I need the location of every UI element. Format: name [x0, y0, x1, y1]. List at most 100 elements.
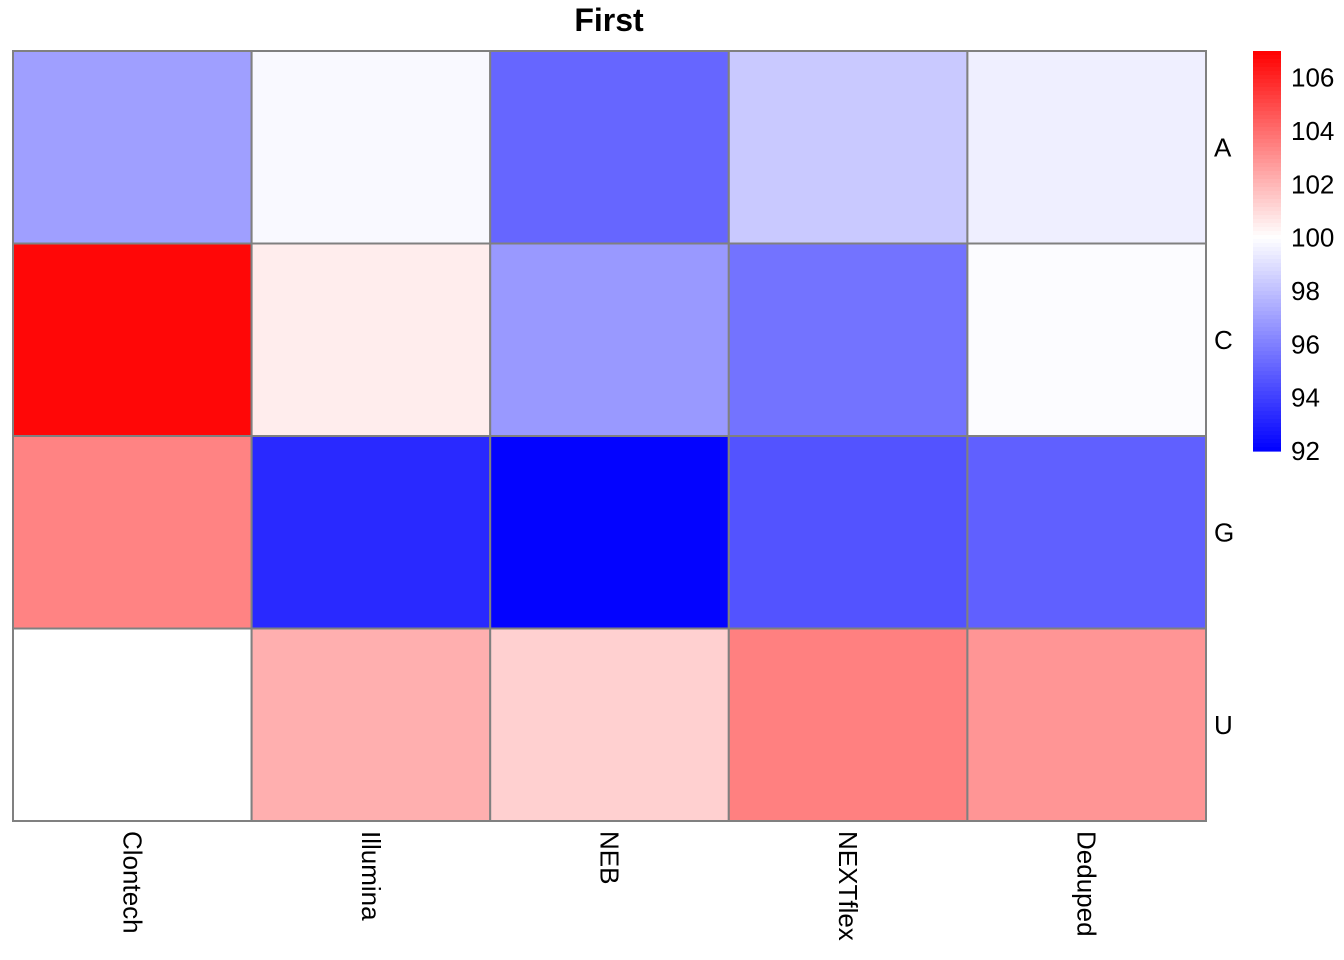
heatmap-cell-C-Deduped	[966, 242, 1208, 437]
column-label-illumina: Illumina	[356, 831, 386, 921]
legend-gradient-step	[1253, 255, 1281, 260]
legend-gradient-step	[1253, 371, 1281, 376]
legend-gradient-step	[1253, 423, 1281, 428]
legend-gradient-step	[1253, 267, 1281, 272]
heatmap-cell-U-Illumina	[250, 627, 492, 822]
legend-gradient-step	[1253, 243, 1281, 248]
heatmap-cell-G-Illumina	[250, 435, 492, 630]
heatmap-cell-U-Clontech	[12, 627, 253, 822]
heatmap-cell-U-NEXTflex	[727, 627, 969, 822]
legend-gradient-step	[1253, 83, 1281, 88]
legend-gradient-step	[1253, 95, 1281, 100]
legend-gradient-step	[1253, 59, 1281, 64]
legend-gradient-step	[1253, 251, 1281, 256]
heatmap-cell-A-Clontech	[12, 50, 253, 245]
legend-gradient-step	[1253, 275, 1281, 280]
legend-gradient-step	[1253, 115, 1281, 120]
legend-gradient-step	[1253, 375, 1281, 380]
row-label-U: U	[1214, 710, 1233, 740]
legend-gradient-step	[1253, 211, 1281, 216]
legend-gradient-step	[1253, 139, 1281, 144]
legend-gradient-step	[1253, 71, 1281, 76]
legend-gradient-step	[1253, 403, 1281, 408]
legend-gradient-step	[1253, 327, 1281, 332]
legend-gradient-step	[1253, 295, 1281, 300]
legend-gradient-step	[1253, 119, 1281, 124]
heatmap-cell-A-NEB	[489, 50, 730, 245]
legend-gradient-step	[1253, 355, 1281, 360]
legend-gradient-step	[1253, 111, 1281, 116]
legend-gradient-step	[1253, 427, 1281, 432]
legend-gradient-step	[1253, 143, 1281, 148]
legend-gradient-step	[1253, 339, 1281, 344]
legend-gradient-step	[1253, 203, 1281, 208]
legend-gradient-step	[1253, 407, 1281, 412]
legend-gradient-step	[1253, 287, 1281, 292]
legend-gradient-step	[1253, 219, 1281, 224]
row-label-G: G	[1214, 517, 1234, 547]
row-label-A: A	[1214, 132, 1232, 162]
legend-gradient-step	[1253, 67, 1281, 72]
legend-gradient-step	[1253, 247, 1281, 252]
legend-gradient-step	[1253, 183, 1281, 188]
column-label-clontech: Clontech	[117, 831, 147, 934]
legend-gradient-step	[1253, 235, 1281, 240]
legend-gradient-step	[1253, 263, 1281, 268]
legend-gradient-step	[1253, 215, 1281, 220]
row-labels: A C G U	[1214, 132, 1234, 740]
legend-gradient-step	[1253, 131, 1281, 136]
legend-tick-label: 94	[1291, 383, 1320, 413]
legend-gradient-step	[1253, 191, 1281, 196]
heatmap-cell-C-NEXTflex	[727, 242, 969, 437]
legend-gradient-step	[1253, 231, 1281, 236]
legend-gradient-step	[1253, 391, 1281, 396]
legend-gradient-step	[1253, 379, 1281, 384]
legend-gradient-step	[1253, 51, 1281, 56]
heatmap-cell-A-Illumina	[250, 50, 492, 245]
legend-gradient-step	[1253, 99, 1281, 104]
legend-gradient-step	[1253, 75, 1281, 80]
legend-gradient-step	[1253, 223, 1281, 228]
legend-tick-label: 106	[1291, 63, 1334, 93]
heatmap-cell-C-Clontech	[12, 242, 253, 437]
legend-gradient-step	[1253, 91, 1281, 96]
legend-gradient-step	[1253, 199, 1281, 204]
legend-gradient-step	[1253, 283, 1281, 288]
legend-gradient-step	[1253, 159, 1281, 164]
legend-gradient-step	[1253, 195, 1281, 200]
legend-gradient-step	[1253, 359, 1281, 364]
legend-gradient-step	[1253, 103, 1281, 108]
legend-gradient-step	[1253, 335, 1281, 340]
column-label-nextflex: NEXTflex	[833, 831, 863, 941]
heatmap-cell-G-NEXTflex	[727, 435, 969, 630]
heatmap-cell-G-NEB	[489, 435, 730, 630]
legend-gradient-step	[1253, 291, 1281, 296]
color-legend: 106 104 102 100 98 96 94 92	[1253, 51, 1334, 466]
legend-gradient-step	[1253, 351, 1281, 356]
heatmap-cell-G-Deduped	[966, 435, 1208, 630]
legend-gradient-step	[1253, 259, 1281, 264]
legend-gradient-step	[1253, 363, 1281, 368]
legend-gradient-step	[1253, 399, 1281, 404]
legend-tick-label: 100	[1291, 223, 1334, 253]
legend-gradient-step	[1253, 343, 1281, 348]
legend-gradient-step	[1253, 155, 1281, 160]
legend-gradient-step	[1253, 207, 1281, 212]
legend-gradient-step	[1253, 107, 1281, 112]
legend-gradient-step	[1253, 123, 1281, 128]
legend-gradient-step	[1253, 55, 1281, 60]
row-label-C: C	[1214, 325, 1233, 355]
legend-gradient-step	[1253, 415, 1281, 420]
legend-gradient-step	[1253, 299, 1281, 304]
legend-tick-label: 96	[1291, 329, 1320, 359]
legend-gradient-step	[1253, 435, 1281, 440]
legend-gradient-step	[1253, 387, 1281, 392]
legend-gradient-step	[1253, 63, 1281, 68]
heatmap-cell-U-NEB	[489, 627, 730, 822]
heatmap-cell-G-Clontech	[12, 435, 253, 630]
legend-gradient-step	[1253, 187, 1281, 192]
legend-gradient-step	[1253, 127, 1281, 132]
column-label-deduped: Deduped	[1072, 831, 1102, 937]
heatmap-cell-U-Deduped	[966, 627, 1208, 822]
